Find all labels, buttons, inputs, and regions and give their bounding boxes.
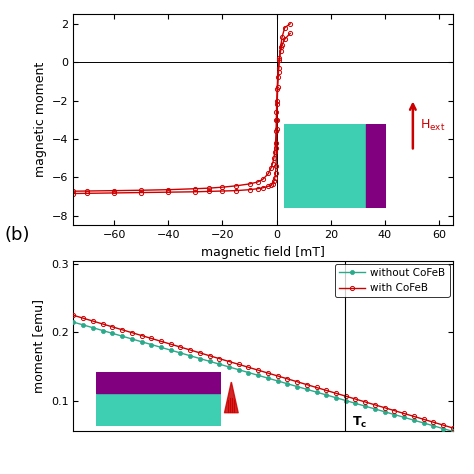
with CoFeB xyxy=(430,419,436,425)
with CoFeB xyxy=(236,362,242,367)
without CoFeB xyxy=(392,412,397,418)
without CoFeB xyxy=(236,367,242,373)
with CoFeB xyxy=(265,370,271,376)
without CoFeB xyxy=(168,347,173,353)
without CoFeB xyxy=(178,350,183,356)
with CoFeB xyxy=(420,417,426,422)
Y-axis label: moment [emu]: moment [emu] xyxy=(32,299,46,393)
with CoFeB xyxy=(284,376,290,382)
with CoFeB xyxy=(440,422,446,428)
with CoFeB xyxy=(314,385,319,391)
without CoFeB xyxy=(119,333,125,339)
without CoFeB xyxy=(207,358,212,364)
with CoFeB xyxy=(304,382,310,387)
with CoFeB xyxy=(411,413,417,419)
Line: without CoFeB: without CoFeB xyxy=(72,320,455,433)
without CoFeB xyxy=(265,375,271,381)
with CoFeB xyxy=(119,327,125,333)
without CoFeB xyxy=(284,381,290,387)
Text: (b): (b) xyxy=(5,226,30,244)
without CoFeB xyxy=(333,395,339,401)
without CoFeB xyxy=(81,322,86,328)
Y-axis label: magnetic moment: magnetic moment xyxy=(34,62,46,177)
without CoFeB xyxy=(197,356,203,361)
without CoFeB xyxy=(217,361,222,367)
with CoFeB xyxy=(168,341,173,347)
with CoFeB xyxy=(343,393,348,399)
without CoFeB xyxy=(158,345,164,350)
with CoFeB xyxy=(217,356,222,362)
with CoFeB xyxy=(333,391,339,396)
with CoFeB xyxy=(362,399,368,405)
with CoFeB xyxy=(207,353,212,358)
Legend: without CoFeB, with CoFeB: without CoFeB, with CoFeB xyxy=(335,264,449,297)
with CoFeB xyxy=(401,410,407,416)
without CoFeB xyxy=(343,398,348,403)
without CoFeB xyxy=(255,373,261,378)
without CoFeB xyxy=(353,401,358,406)
with CoFeB xyxy=(187,347,193,353)
without CoFeB xyxy=(420,420,426,426)
with CoFeB xyxy=(392,408,397,413)
with CoFeB xyxy=(81,315,86,321)
without CoFeB xyxy=(294,383,300,389)
without CoFeB xyxy=(246,370,251,375)
with CoFeB xyxy=(275,373,281,379)
with CoFeB xyxy=(197,350,203,356)
with CoFeB xyxy=(71,312,76,318)
without CoFeB xyxy=(129,336,135,342)
without CoFeB xyxy=(314,389,319,395)
without CoFeB xyxy=(90,325,96,330)
Line: with CoFeB: with CoFeB xyxy=(72,313,455,430)
without CoFeB xyxy=(401,414,407,420)
without CoFeB xyxy=(226,364,232,370)
with CoFeB xyxy=(246,365,251,370)
with CoFeB xyxy=(158,338,164,344)
without CoFeB xyxy=(139,339,145,345)
without CoFeB xyxy=(440,426,446,431)
with CoFeB xyxy=(100,321,106,327)
with CoFeB xyxy=(178,344,183,350)
with CoFeB xyxy=(255,367,261,373)
with CoFeB xyxy=(109,324,115,330)
without CoFeB xyxy=(382,409,387,415)
without CoFeB xyxy=(450,428,456,434)
Text: H$_{\mathregular{ext}}$: H$_{\mathregular{ext}}$ xyxy=(420,118,446,133)
with CoFeB xyxy=(90,318,96,324)
without CoFeB xyxy=(109,330,115,336)
with CoFeB xyxy=(323,388,329,393)
without CoFeB xyxy=(430,423,436,428)
with CoFeB xyxy=(294,379,300,384)
without CoFeB xyxy=(323,392,329,398)
with CoFeB xyxy=(148,336,154,341)
without CoFeB xyxy=(148,342,154,347)
without CoFeB xyxy=(362,403,368,409)
without CoFeB xyxy=(187,353,193,358)
without CoFeB xyxy=(411,417,417,423)
without CoFeB xyxy=(304,386,310,392)
with CoFeB xyxy=(139,333,145,338)
with CoFeB xyxy=(226,359,232,365)
without CoFeB xyxy=(100,328,106,333)
with CoFeB xyxy=(382,405,387,410)
with CoFeB xyxy=(129,330,135,336)
without CoFeB xyxy=(275,378,281,384)
without CoFeB xyxy=(372,406,378,412)
without CoFeB xyxy=(71,319,76,325)
Text: $\mathbf{T_c}$: $\mathbf{T_c}$ xyxy=(352,415,367,430)
with CoFeB xyxy=(450,425,456,431)
with CoFeB xyxy=(372,402,378,408)
with CoFeB xyxy=(353,396,358,402)
X-axis label: magnetic field [mT]: magnetic field [mT] xyxy=(201,246,325,258)
